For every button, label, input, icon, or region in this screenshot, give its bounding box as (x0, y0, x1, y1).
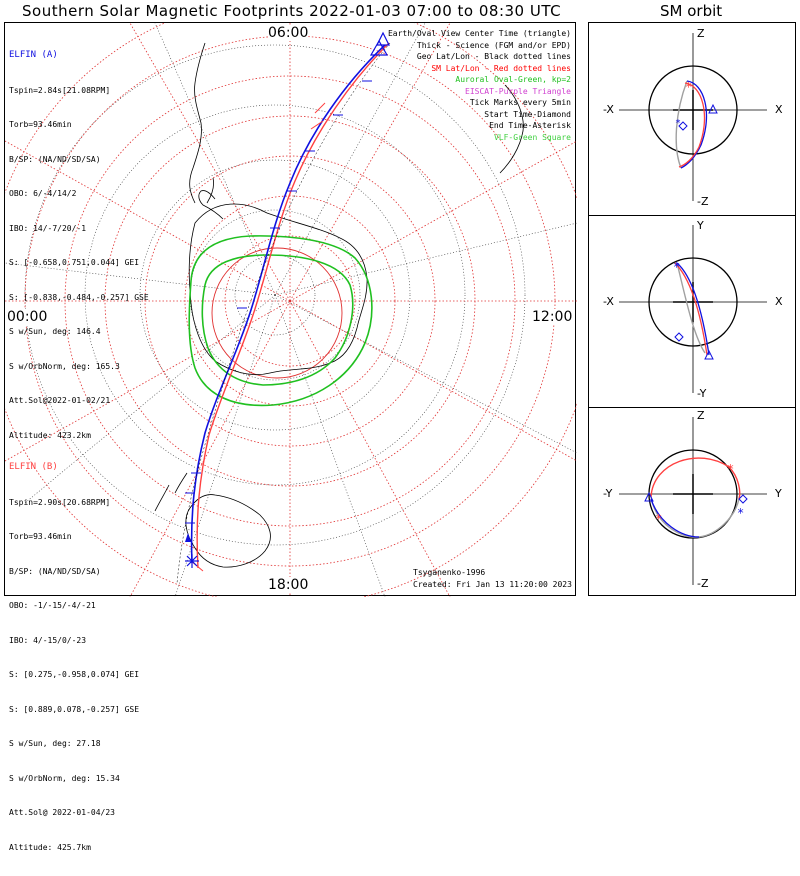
geo-longitude-lines (5, 23, 577, 597)
legend-item: VLF-Green Square (493, 132, 571, 142)
elfin-a-line-5: S: [-0.658,0.751,0.044] GEI (9, 258, 140, 267)
elfin-a-line-7: S w/Sun, deg: 146.4 (9, 327, 101, 336)
legend-item: EISCAT-Purple Triangle (465, 86, 571, 96)
legend-item: Earth/Oval View Center Time (triangle) (387, 29, 571, 38)
sm-panel-divider (589, 407, 795, 408)
elfin-a-track (190, 44, 386, 564)
sm-orbit-panel: * * Z -Z -X X * Y -Y -X X * * * (588, 22, 796, 596)
sm-orbit-yz-plot: * * * (619, 417, 767, 585)
elfin-b-line-0: Tspin=2.90s[20.68RPM] (9, 497, 111, 507)
legend-item: SM Lat/Lon - Red dotted lines (431, 63, 571, 73)
elfin-b-line-2: B/SP: (NA/ND/SD/SA) (9, 566, 101, 576)
svg-text:*: * (685, 80, 692, 94)
elfin-a-ticks (185, 80, 372, 524)
elfin-b-track (196, 42, 390, 569)
legend-item: Tick Marks every 5min (469, 98, 571, 107)
legend-item: Start Time-Diamond (484, 109, 571, 119)
elfin-b-line-1: Torb=93.46min (9, 532, 72, 541)
hour-label-bottom: 18:00 (268, 577, 309, 593)
elfin-b-line-5: S: [0.275,-0.958,0.074] GEI (9, 670, 140, 679)
footprint-map-panel: 06:00 00:00 12:00 18:00 ELFIN (A) Tspin=… (4, 22, 577, 852)
elfin-a-line-8: S w/OrbNorm, deg: 165.3 (9, 361, 120, 371)
elfin-b-line-6: S: [0.889,0.078,-0.257] GSE (9, 704, 140, 714)
sm3-top-label: Z (697, 409, 705, 422)
sm1-left-label: -X (603, 103, 614, 116)
elfin-b-line-8: S w/OrbNorm, deg: 15.34 (9, 773, 120, 783)
credit-created: Created: Fri Jan 13 11:20:00 2023 (413, 579, 572, 589)
elfin-b-info: ELFIN (B) Tspin=2.90s[20.68RPM] Torb=93.… (9, 439, 139, 876)
elfin-b-name: ELFIN (B) (9, 462, 58, 472)
sm3-bottom-label: -Z (697, 577, 709, 590)
hour-label-right: 12:00 (532, 309, 573, 325)
sm3-right-label: Y (775, 487, 782, 500)
legend-item: End Time-Asterisk (489, 121, 571, 130)
elfin-a-view-center-triangle (376, 31, 390, 46)
elfin-b-line-4: IBO: 4/-15/0/-23 (9, 635, 87, 645)
legend: Earth/Oval View Center Time (triangle) T… (388, 28, 571, 143)
elfin-b-ticks (190, 102, 326, 572)
sm-pole-circle (211, 247, 343, 379)
elfin-a-line-6: S: [-0.838,-0.484,-0.257] GSE (9, 292, 149, 302)
credit-author: Tsyganenko-1996 (413, 568, 486, 577)
svg-text:*: * (737, 506, 744, 520)
legend-item: Geo Lat/Lon - Black dotted lines (416, 52, 571, 61)
elfin-a-triangle-marker (185, 533, 191, 542)
elfin-a-line-9: Att.Sol@2022-01-02/21 (9, 396, 111, 405)
svg-text:*: * (727, 462, 734, 476)
elfin-a-line-2: B/SP: (NA/ND/SD/SA) (9, 154, 101, 164)
elfin-a-line-4: IBO: 14/-7/20/-1 (9, 223, 87, 233)
sm2-right-label: X (775, 295, 783, 308)
credits: Tsyganenko-1996 Created: Fri Jan 13 11:2… (413, 567, 572, 590)
elfin-a-line-3: OBO: 6/-4/14/2 (9, 189, 77, 198)
legend-item: Auroral Oval-Green, kp=2 (455, 75, 571, 84)
plot-title: Southern Solar Magnetic Footprints 2022-… (22, 2, 562, 20)
sm1-right-label: X (775, 103, 783, 116)
sm-orbit-title: SM orbit (660, 2, 723, 20)
hour-label-top: 06:00 (268, 25, 309, 41)
elfin-a-line-10: Altitude: 423.2km (9, 430, 91, 440)
hour-label-left: 00:00 (7, 309, 48, 325)
elfin-b-line-3: OBO: -1/-15/-4/-21 (9, 601, 96, 610)
elfin-b-line-7: S w/Sun, deg: 27.18 (9, 739, 101, 748)
sm1-top-label: Z (697, 27, 705, 40)
sm2-top-label: Y (697, 219, 704, 232)
sm1-bottom-label: -Z (697, 195, 709, 208)
svg-text:*: * (675, 118, 681, 129)
sm-orbit-xy-plot: * (619, 225, 767, 393)
svg-text:*: * (673, 260, 680, 274)
sm3-left-label: -Y (603, 487, 613, 500)
elfin-a-info: ELFIN (A) Tspin=2.84s[21.08RPM] Torb=93.… (9, 27, 149, 464)
legend-item: Thick - Science (FGM and/or EPD) (416, 40, 571, 50)
elfin-a-line-1: Torb=93.46min (9, 120, 72, 129)
sm2-bottom-label: -Y (697, 387, 707, 400)
elfin-b-line-10: Altitude: 425.7km (9, 842, 91, 852)
elfin-a-line-0: Tspin=2.84s[21.08RPM] (9, 85, 111, 95)
polar-map (5, 23, 577, 597)
elfin-trace-line (176, 42, 391, 584)
sm2-left-label: -X (603, 295, 614, 308)
elfin-a-end-asterisk (185, 554, 199, 568)
sm-panel-divider (589, 215, 795, 216)
auroral-oval-outer (188, 235, 373, 407)
coastlines (154, 42, 524, 568)
svg-text:*: * (655, 512, 662, 526)
elfin-a-start-triangle (369, 39, 389, 56)
elfin-b-line-9: Att.Sol@ 2022-01-04/23 (9, 808, 115, 817)
geo-latitude-circles (24, 44, 526, 546)
elfin-a-name: ELFIN (A) (9, 50, 58, 60)
sm-orbit-xz-plot: * * (619, 33, 767, 201)
